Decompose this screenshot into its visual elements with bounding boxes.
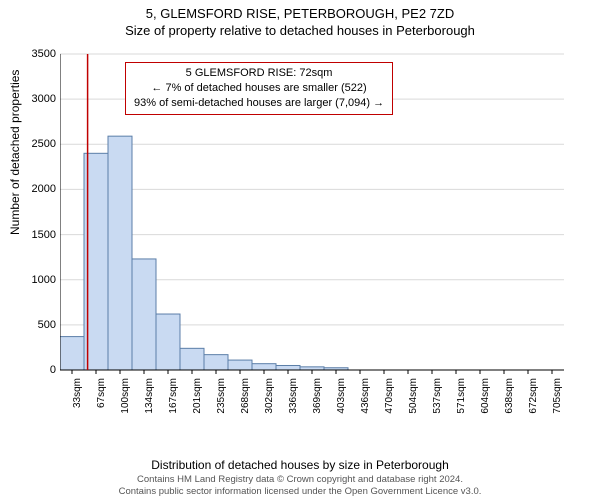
x-tick-label: 705sqm [552,378,563,418]
x-tick-label: 470sqm [384,378,395,418]
footer-attribution: Contains HM Land Registry data © Crown c… [0,474,600,498]
x-tick-label: 436sqm [360,378,371,418]
histogram-bar [132,259,156,370]
x-tick-label: 571sqm [456,378,467,418]
footer-line-2: Contains public sector information licen… [0,486,600,498]
x-tick-label: 504sqm [408,378,419,418]
histogram-bar [60,337,84,370]
x-tick-label: 235sqm [216,378,227,418]
chart-title-block: 5, GLEMSFORD RISE, PETERBOROUGH, PE2 7ZD… [0,0,600,38]
x-tick-label: 33sqm [72,378,83,418]
annotation-box: 5 GLEMSFORD RISE: 72sqm ← 7% of detached… [125,62,393,115]
x-tick-label: 167sqm [168,378,179,418]
footer-line-1: Contains HM Land Registry data © Crown c… [0,474,600,486]
x-tick-label: 134sqm [144,378,155,418]
y-tick-label: 2000 [16,183,56,195]
x-tick-label: 100sqm [120,378,131,418]
x-tick-label: 369sqm [312,378,323,418]
y-tick-label: 1500 [16,229,56,241]
histogram-bar [228,360,252,370]
x-axis-label: Distribution of detached houses by size … [0,458,600,472]
chart-area: 5 GLEMSFORD RISE: 72sqm ← 7% of detached… [60,50,570,420]
histogram-bar [180,348,204,370]
y-tick-label: 3000 [16,93,56,105]
title-line-2: Size of property relative to detached ho… [0,23,600,38]
y-tick-label: 2500 [16,138,56,150]
annotation-line-1: 5 GLEMSFORD RISE: 72sqm [134,66,384,81]
x-tick-label: 268sqm [240,378,251,418]
x-tick-label: 672sqm [528,378,539,418]
histogram-bar [108,136,132,370]
histogram-bar [156,314,180,370]
y-tick-label: 500 [16,319,56,331]
annotation-line-3: 93% of semi-detached houses are larger (… [134,96,384,111]
x-tick-label: 336sqm [288,378,299,418]
y-tick-label: 3500 [16,48,56,60]
histogram-bar [204,355,228,370]
title-line-1: 5, GLEMSFORD RISE, PETERBOROUGH, PE2 7ZD [0,6,600,21]
histogram-bar [252,364,276,370]
y-tick-label: 1000 [16,274,56,286]
x-tick-label: 67sqm [96,378,107,418]
y-tick-label: 0 [16,364,56,376]
x-tick-label: 638sqm [504,378,515,418]
annotation-line-2: ← 7% of detached houses are smaller (522… [134,81,384,96]
x-tick-label: 201sqm [192,378,203,418]
x-tick-label: 403sqm [336,378,347,418]
histogram-bar [276,365,300,370]
x-tick-label: 604sqm [480,378,491,418]
x-tick-label: 302sqm [264,378,275,418]
x-tick-label: 537sqm [432,378,443,418]
